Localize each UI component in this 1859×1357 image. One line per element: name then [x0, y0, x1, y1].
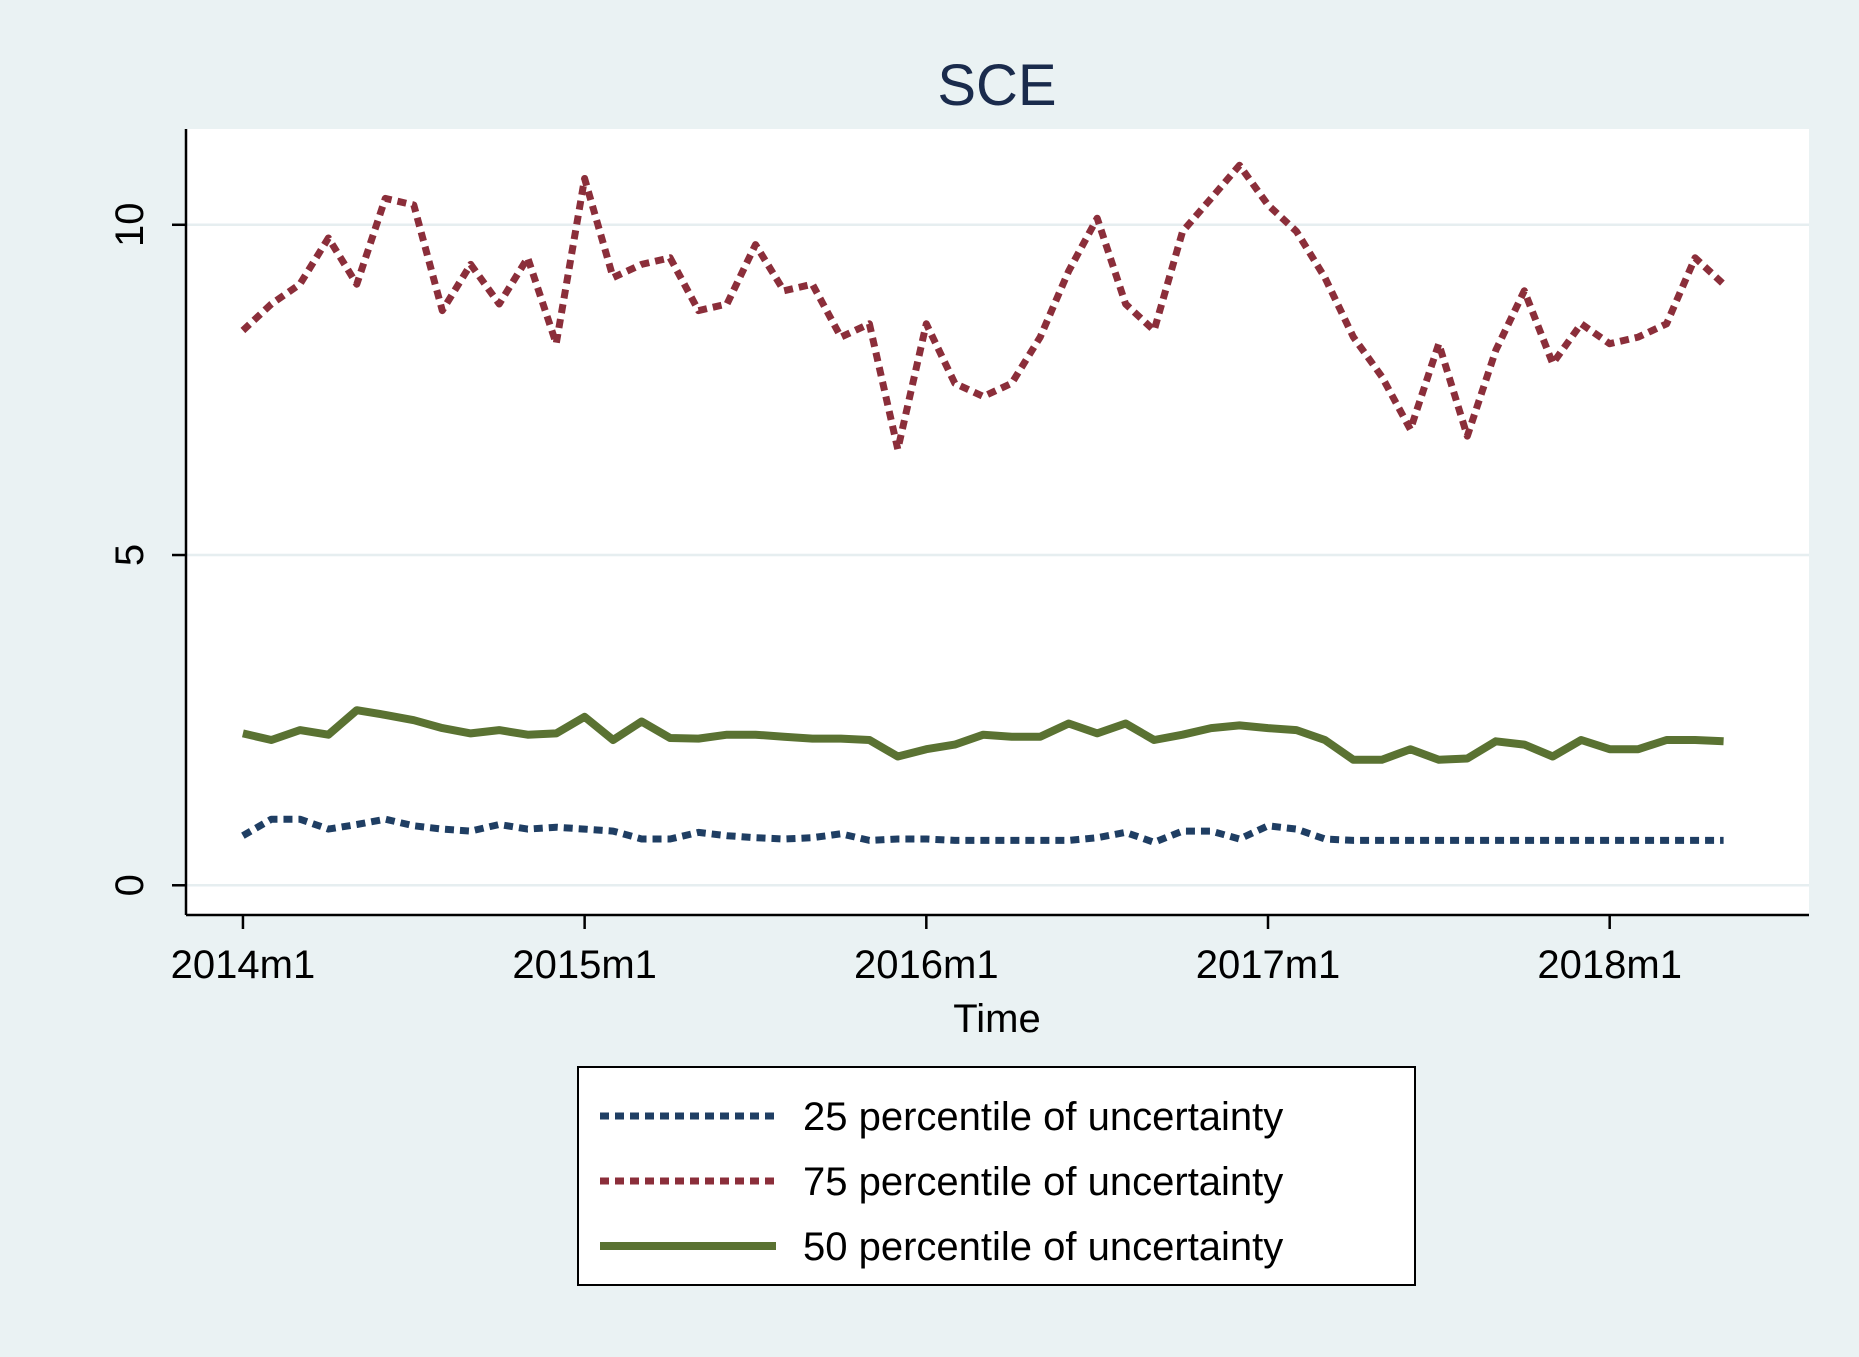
y-tick-label: 10: [108, 203, 152, 248]
y-tick-label: 5: [108, 544, 152, 566]
series-line-1: [241, 815, 1724, 846]
y-axis-ticks: 0 5 10: [108, 203, 186, 896]
series-layer: [240, 161, 1726, 846]
x-tick-label: 2016m1: [854, 943, 999, 987]
chart-title: SCE: [937, 53, 1056, 118]
x-tick-label: 2015m1: [512, 943, 657, 987]
plot-area: [186, 129, 1809, 915]
x-tick-label: 2017m1: [1196, 943, 1341, 987]
legend-label-2: 75 percentile of uncertainty: [803, 1160, 1283, 1204]
x-tick-label: 2018m1: [1537, 943, 1682, 987]
series-line-3: [241, 706, 1724, 764]
y-tick-label: 0: [108, 874, 152, 896]
legend-label-1: 25 percentile of uncertainty: [803, 1095, 1283, 1139]
series-line-2: [240, 161, 1726, 453]
gridlines: [186, 223, 1809, 887]
x-axis-ticks: 2014m1 2015m1 2016m1 2017m1 2018m1: [171, 915, 1682, 987]
legend-label-3: 50 percentile of uncertainty: [803, 1225, 1283, 1269]
legend: 25 percentile of uncertainty 75 percentil…: [577, 1066, 1416, 1286]
x-axis-title: Time: [953, 997, 1040, 1041]
x-tick-label: 2014m1: [171, 943, 316, 987]
